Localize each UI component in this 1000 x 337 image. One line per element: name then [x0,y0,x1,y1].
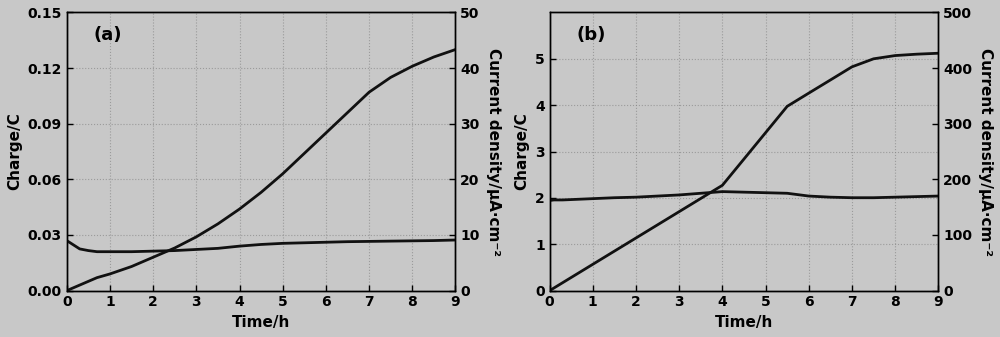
Y-axis label: Charge/C: Charge/C [7,113,22,190]
Y-axis label: Charge/C: Charge/C [514,113,529,190]
Text: (a): (a) [94,26,122,44]
Y-axis label: Current density/μA·cm⁻²: Current density/μA·cm⁻² [486,48,501,255]
X-axis label: Time/h: Time/h [715,315,773,330]
Y-axis label: Current density/μA·cm⁻²: Current density/μA·cm⁻² [978,48,993,255]
Text: (b): (b) [577,26,606,44]
X-axis label: Time/h: Time/h [232,315,290,330]
